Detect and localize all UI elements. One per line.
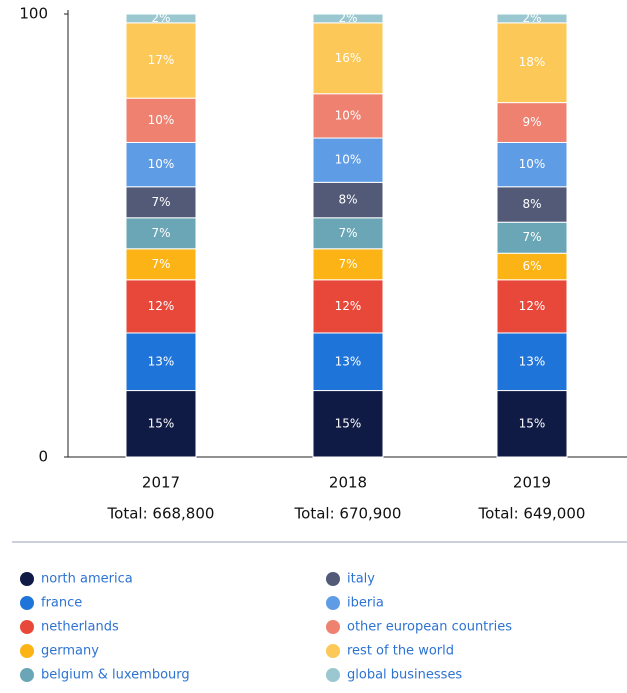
value-label: 7% (151, 257, 170, 271)
legend-swatch (20, 644, 34, 658)
legend-swatch (326, 596, 340, 610)
bar-segment (496, 102, 568, 143)
value-label: 7% (151, 195, 170, 209)
value-label: 13% (335, 354, 362, 368)
value-label: 8% (522, 197, 541, 211)
value-label: 6% (522, 259, 541, 273)
legend-label: north america (41, 572, 133, 587)
legend-swatch (326, 644, 340, 658)
value-label: 13% (148, 354, 175, 368)
bar-segment (496, 332, 568, 392)
legend-label: france (41, 596, 82, 611)
bar-segment (312, 93, 384, 139)
bar-segment (496, 141, 568, 188)
bar-segment (125, 332, 197, 392)
legend-swatch (20, 668, 34, 682)
legend-label: other european countries (347, 620, 512, 635)
legend-swatch (20, 572, 34, 586)
value-label: 12% (335, 299, 362, 313)
value-label: 12% (519, 299, 546, 313)
bar-segment (125, 13, 197, 24)
legend-swatch (326, 620, 340, 634)
legend-label: germany (41, 644, 99, 659)
value-label: 9% (522, 115, 541, 129)
bar-segment (312, 279, 384, 334)
bar-segment (125, 22, 197, 99)
value-label: 10% (148, 113, 175, 127)
bar-segment (125, 141, 197, 188)
legend-swatch (20, 620, 34, 634)
value-label: 15% (519, 416, 546, 430)
x-tick-label: 2019 (513, 474, 551, 492)
value-label: 10% (148, 157, 175, 171)
bar-segment (312, 332, 384, 392)
bar-segment (312, 137, 384, 183)
legend-label: netherlands (41, 620, 119, 635)
value-label: 16% (335, 51, 362, 65)
y-tick-label: 0 (38, 448, 48, 466)
value-label: 2% (338, 11, 357, 25)
bar-segment (496, 22, 568, 104)
bar-segment (312, 217, 384, 250)
value-label: 17% (148, 53, 175, 67)
value-label: 8% (338, 193, 357, 207)
value-label: 10% (519, 157, 546, 171)
bar-segment (496, 390, 568, 458)
legend-label: rest of the world (347, 644, 454, 659)
legend-label: iberia (347, 596, 384, 611)
bar-segment (125, 390, 197, 458)
value-label: 7% (338, 226, 357, 240)
total-label: Total: 670,900 (294, 505, 402, 523)
bar-segment (496, 279, 568, 334)
value-label: 2% (522, 11, 541, 25)
value-label: 18% (519, 55, 546, 69)
y-tick-label: 100 (19, 5, 48, 23)
value-label: 15% (148, 416, 175, 430)
legend-label: belgium & luxembourg (41, 668, 190, 683)
value-label: 10% (335, 108, 362, 122)
value-label: 12% (148, 299, 175, 313)
bar-segment (125, 97, 197, 143)
value-label: 7% (522, 230, 541, 244)
value-label: 15% (335, 416, 362, 430)
legend-label: global businesses (347, 668, 462, 683)
total-label: Total: 649,000 (478, 505, 586, 523)
value-label: 2% (151, 11, 170, 25)
bar-segment (496, 13, 568, 24)
value-label: 10% (335, 153, 362, 167)
bar-segment (312, 248, 384, 281)
total-label: Total: 668,800 (107, 505, 215, 523)
legend-swatch (20, 596, 34, 610)
legend-swatch (326, 668, 340, 682)
bar-segment (496, 221, 568, 254)
x-tick-label: 2018 (329, 474, 367, 492)
value-label: 7% (338, 257, 357, 271)
x-tick-label: 2017 (142, 474, 180, 492)
legend-label: italy (347, 572, 375, 587)
bar-segment (312, 13, 384, 24)
bar-segment (496, 186, 568, 223)
legend-swatch (326, 572, 340, 586)
value-label: 13% (519, 354, 546, 368)
bar-segment (312, 390, 384, 458)
value-label: 7% (151, 226, 170, 240)
